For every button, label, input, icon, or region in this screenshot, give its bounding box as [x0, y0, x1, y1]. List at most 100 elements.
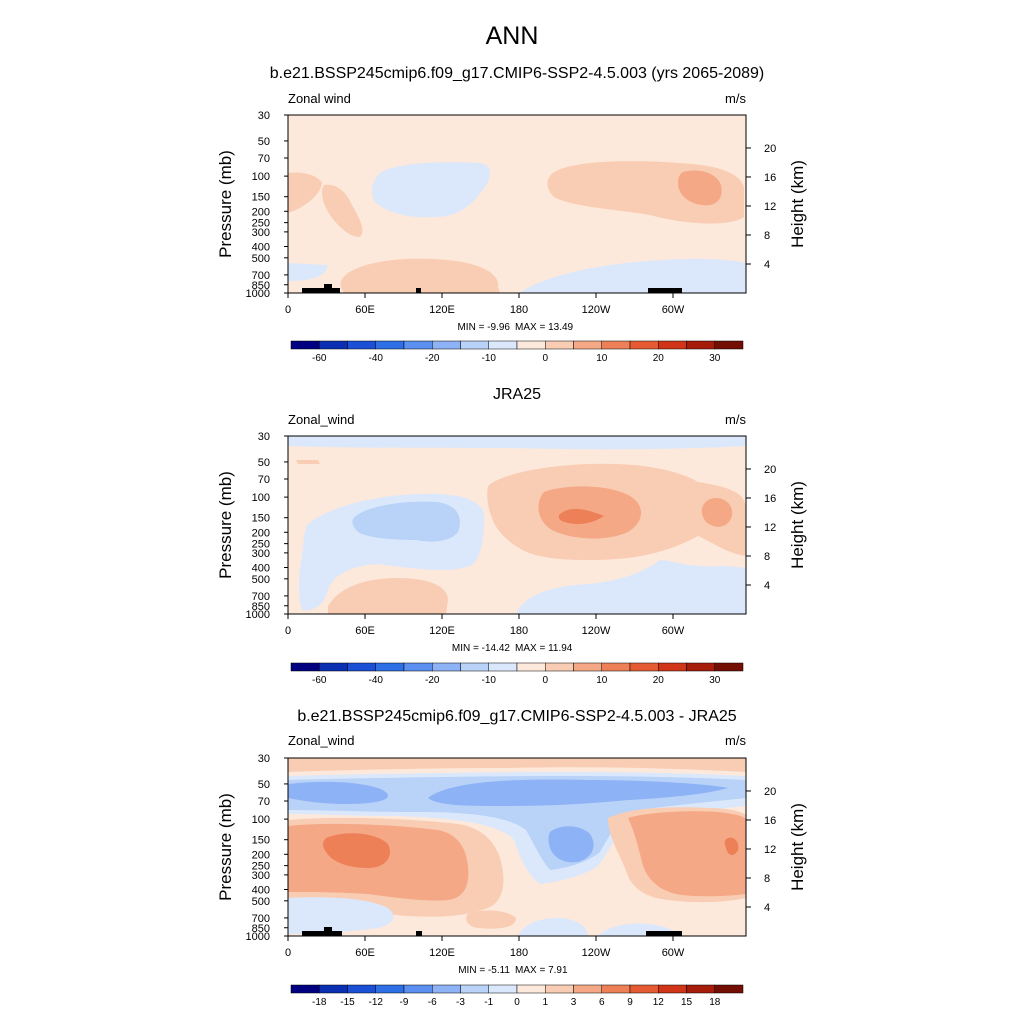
units-label: m/s — [725, 412, 746, 427]
colorbar-label: 1 — [542, 997, 548, 1008]
colorbar-swatch — [573, 662, 602, 672]
contour-minus5-0-surface — [520, 258, 746, 293]
colorbar-swatch — [516, 340, 546, 350]
y-tick-label: 500 — [252, 574, 270, 586]
colorbar-swatch — [686, 984, 715, 994]
colorbar-swatch — [403, 984, 433, 994]
contour-5-10-lower — [328, 578, 448, 614]
colorbar-label: -10 — [482, 353, 497, 364]
colorbar-label: 0 — [514, 997, 520, 1008]
colorbar-swatch — [319, 662, 348, 672]
topography — [416, 931, 422, 936]
variable-label: Zonal wind — [288, 91, 351, 106]
colorbar-swatch — [347, 984, 376, 994]
topography — [302, 288, 340, 293]
contour-field — [288, 436, 746, 614]
colorbar-label: -60 — [312, 675, 327, 686]
colorbar-label: -20 — [425, 675, 440, 686]
figure-title: ANN — [486, 22, 539, 50]
colorbar-swatch — [545, 662, 574, 672]
colorbar-swatch — [488, 662, 518, 672]
y-tick-label: 30 — [258, 431, 270, 443]
plot-frame — [287, 757, 747, 937]
colorbar-label: -1 — [484, 997, 493, 1008]
y-tick-label: 100 — [252, 814, 270, 826]
contour-5-10-small — [296, 460, 320, 464]
colorbar-swatch — [403, 340, 433, 350]
height-tick-label: 12 — [764, 201, 776, 213]
panel-title: b.e21.BSSP245cmip6.f09_g17.CMIP6-SSP2-4.… — [297, 708, 736, 725]
colorbar-label: 12 — [653, 997, 665, 1008]
y-tick-label: 50 — [258, 457, 270, 469]
colorbar-swatch — [658, 340, 687, 350]
colorbar-swatch — [516, 984, 546, 994]
height-tick-label: 12 — [764, 844, 776, 856]
x-tick-label: 180 — [510, 304, 528, 316]
colorbar-swatch — [601, 984, 631, 994]
max-stat: MAX = 13.49 — [515, 322, 574, 333]
contour-minus5-0-sw — [288, 263, 328, 281]
colorbar-swatch — [319, 340, 348, 350]
colorbar-label: -9 — [400, 997, 409, 1008]
contour-minus6-minus3-west — [288, 781, 388, 804]
colorbar-swatch — [629, 984, 659, 994]
colorbar-label: -60 — [312, 353, 327, 364]
contour-minus10-minus5 — [352, 501, 460, 542]
y-tick-label: 50 — [258, 779, 270, 791]
colorbar-swatch — [714, 662, 744, 672]
height-tick-label: 16 — [764, 493, 776, 505]
colorbar-swatch — [319, 984, 348, 994]
x-tick-label: 180 — [510, 625, 528, 637]
y-tick-label: 400 — [252, 884, 270, 896]
x-tick-label: 120W — [582, 304, 611, 316]
plot-frame — [287, 435, 747, 615]
y-axis-title: Pressure (mb) — [216, 150, 235, 258]
colorbar-label: 20 — [653, 675, 665, 686]
contour-1-3-lower — [466, 910, 516, 929]
y-tick-label: 850 — [252, 923, 270, 935]
colorbar-label: 9 — [627, 997, 633, 1008]
units-label: m/s — [725, 733, 746, 748]
colorbar-swatch — [290, 340, 320, 350]
units-label: m/s — [725, 91, 746, 106]
colorbar-swatch — [573, 340, 602, 350]
colorbar-label: -3 — [456, 997, 465, 1008]
contour-15-20 — [678, 170, 722, 206]
contour-field — [288, 115, 746, 293]
topography — [324, 927, 332, 936]
contour-5-10-wedge — [322, 184, 363, 237]
colorbar-label: -40 — [369, 675, 384, 686]
y-tick-label: 500 — [252, 896, 270, 908]
colorbar-swatch — [375, 340, 405, 350]
y-tick-label: 100 — [252, 492, 270, 504]
y-tick-label: 250 — [252, 861, 270, 873]
y-tick-label: 50 — [258, 136, 270, 148]
contour-minus1-0-lower-mid — [518, 918, 588, 936]
colorbar-label: 15 — [681, 997, 693, 1008]
y-tick-label: 300 — [252, 870, 270, 882]
y-tick-label: 200 — [252, 206, 270, 218]
colorbar-label: 6 — [599, 997, 605, 1008]
colorbar-swatch — [347, 340, 376, 350]
y-tick-label: 70 — [258, 474, 270, 486]
colorbar-swatch — [460, 340, 489, 350]
panel-1: b.e21.BSSP245cmip6.f09_g17.CMIP6-SSP2-4.… — [216, 65, 807, 364]
x-tick-label: 60E — [355, 625, 375, 637]
colorbar-swatch — [403, 662, 433, 672]
y-tick-label: 1000 — [246, 609, 270, 621]
colorbar-swatch — [601, 662, 631, 672]
y-tick-label: 1000 — [246, 931, 270, 943]
colorbar-swatch — [347, 662, 376, 672]
colorbar-label: -15 — [340, 997, 355, 1008]
y-tick-label: 150 — [252, 513, 270, 525]
colorbar-swatch — [658, 662, 687, 672]
topography — [648, 288, 682, 293]
colorbar-swatch — [375, 984, 405, 994]
colorbar-swatch — [629, 340, 659, 350]
y-tick-label: 850 — [252, 601, 270, 613]
max-stat: MAX = 7.91 — [515, 965, 568, 976]
colorbar-swatch — [432, 340, 461, 350]
y-axis-title-right: Height (km) — [788, 803, 807, 891]
y-axis-title-right: Height (km) — [788, 481, 807, 569]
y-tick-label: 30 — [258, 753, 270, 765]
